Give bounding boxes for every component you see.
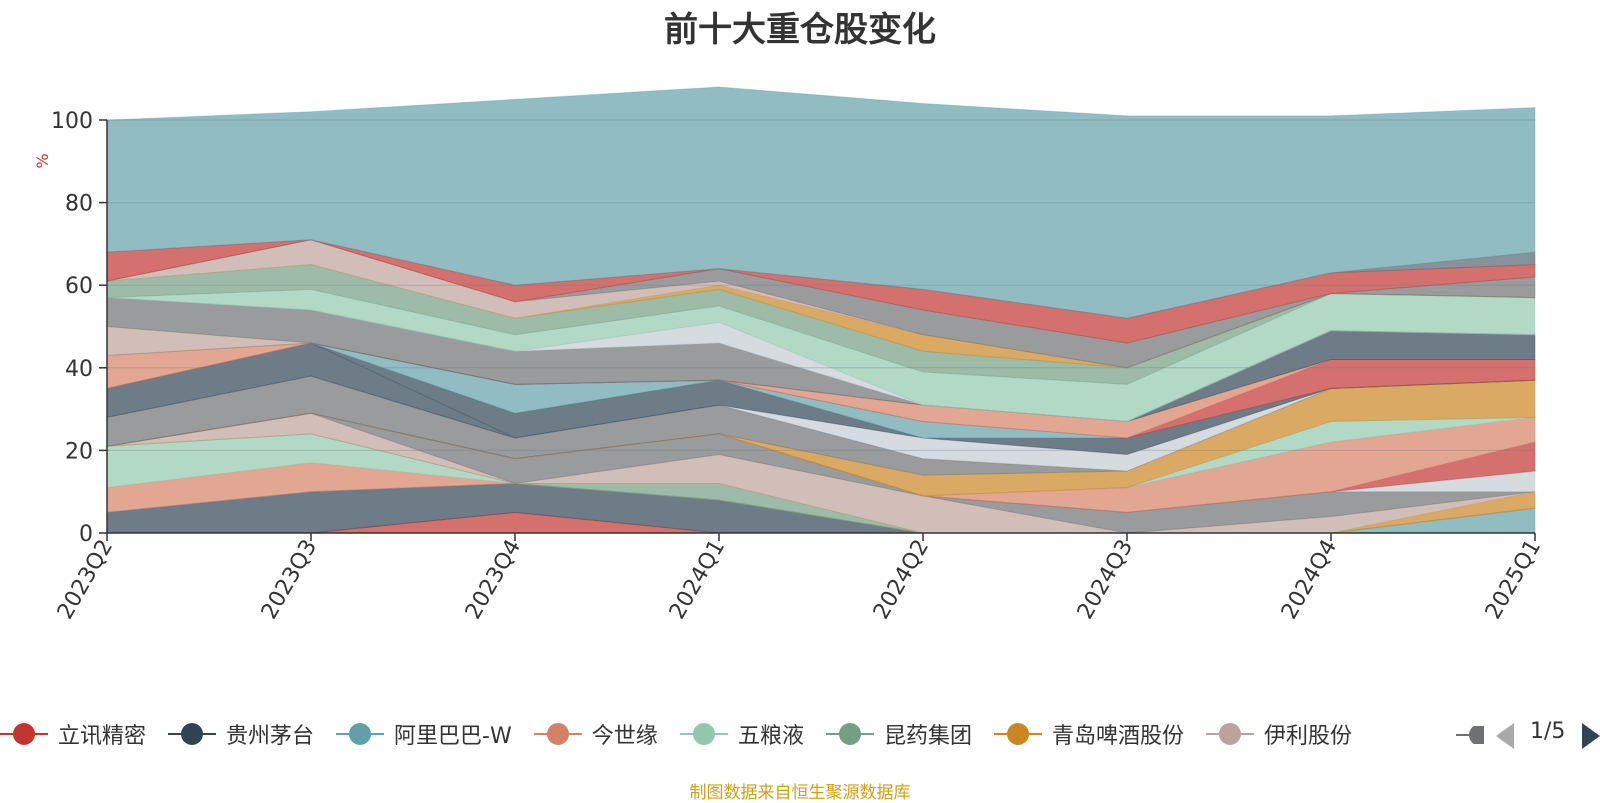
- legend-item[interactable]: 伊利股份: [1206, 716, 1352, 752]
- legend-item[interactable]: 昆药集团: [826, 716, 972, 752]
- legend-label: 青岛啤酒股份: [1052, 724, 1185, 749]
- legend-symbol: [826, 716, 875, 752]
- legend-symbol: [533, 716, 582, 752]
- legend-clipped-dot: [1469, 726, 1484, 744]
- legend-item[interactable]: 阿里巴巴-W: [336, 716, 512, 752]
- area-series-2: [106, 482, 1536, 534]
- legend-label: 阿里巴巴-W: [394, 724, 512, 749]
- grid-layer: [107, 119, 1535, 451]
- legend-symbol: [680, 716, 729, 752]
- legend-dot: [13, 723, 35, 745]
- y-tick-label: 0: [79, 522, 93, 547]
- legend-clipped-item[interactable]: [1456, 726, 1484, 744]
- area-series-layer: [106, 86, 1536, 534]
- y-tick-label: 60: [65, 274, 93, 299]
- y-axis-unit: %: [33, 153, 52, 168]
- x-tick-label: 2025Q1: [1481, 536, 1546, 624]
- y-tick-label: 40: [65, 357, 93, 382]
- legend-label: 伊利股份: [1264, 724, 1353, 749]
- y-tick-label: 80: [65, 192, 93, 217]
- legend-dot: [693, 723, 716, 745]
- legend-dot: [1007, 723, 1030, 745]
- legend-prev-page-icon[interactable]: [1496, 723, 1514, 749]
- x-tick-label: 2024Q1: [665, 536, 730, 624]
- legend-page-indicator: 1/5: [1530, 719, 1566, 744]
- legend-label: 五粮液: [738, 724, 805, 749]
- legend-item[interactable]: 今世缘: [533, 716, 658, 752]
- legend-dot: [181, 723, 204, 745]
- legend-item[interactable]: 青岛啤酒股份: [994, 716, 1184, 752]
- legend-label: 立讯精密: [58, 724, 147, 749]
- area-series-11: [106, 412, 1536, 513]
- area-series-14: [106, 379, 1536, 497]
- stacked-area-chart: 0 20 40 60 80 100 2023Q2 2023Q3 2023Q4 2024Q1 2024…: [33, 86, 1546, 624]
- legend-clipped-symbol: [1456, 726, 1484, 744]
- source-note: 制图数据来自恒生聚源数据库: [689, 783, 911, 803]
- legend-label: 今世缘: [591, 724, 658, 749]
- legend-dot: [839, 723, 862, 745]
- area-series-33: [106, 86, 1536, 319]
- area-series-12: [106, 412, 1536, 513]
- legend-label: 贵州茅台: [226, 724, 315, 749]
- legend-symbol: [168, 716, 217, 752]
- legend-item[interactable]: 五粮液: [680, 716, 804, 752]
- legend-symbol: [0, 716, 48, 752]
- legend-symbol: [336, 716, 385, 752]
- legend-dot: [349, 723, 372, 745]
- legend-dot: [546, 723, 569, 745]
- x-tick-label: 2023Q3: [257, 536, 322, 624]
- x-tick-label: 2024Q4: [1277, 536, 1342, 624]
- area-series-30: [106, 239, 1536, 369]
- legend-dot: [1219, 723, 1242, 745]
- x-tick-label: 2024Q2: [869, 536, 934, 624]
- legend-label: 昆药集团: [884, 724, 973, 749]
- legend-item[interactable]: 立讯精密: [0, 716, 146, 752]
- legend-symbol: [1206, 716, 1255, 752]
- x-tick-label: 2024Q3: [1073, 536, 1138, 624]
- area-series-10: [106, 412, 1536, 513]
- legend-item[interactable]: 贵州茅台: [168, 716, 314, 752]
- area-series-31: [106, 239, 1536, 344]
- y-tick-label: 20: [65, 439, 93, 464]
- y-tick-label: 100: [51, 109, 93, 134]
- chart-title: 前十大重仓股变化: [664, 10, 936, 50]
- legend: 立讯精密 贵州茅台 阿里巴巴-W 今世缘 五粮液 昆药集团 青岛啤酒股份 伊利股份 1/5: [0, 716, 1600, 752]
- x-tick-label: 2023Q2: [53, 536, 118, 624]
- legend-symbol: [994, 716, 1043, 752]
- legend-next-page-icon[interactable]: [1582, 723, 1600, 749]
- x-tick-label: 2023Q4: [461, 536, 526, 624]
